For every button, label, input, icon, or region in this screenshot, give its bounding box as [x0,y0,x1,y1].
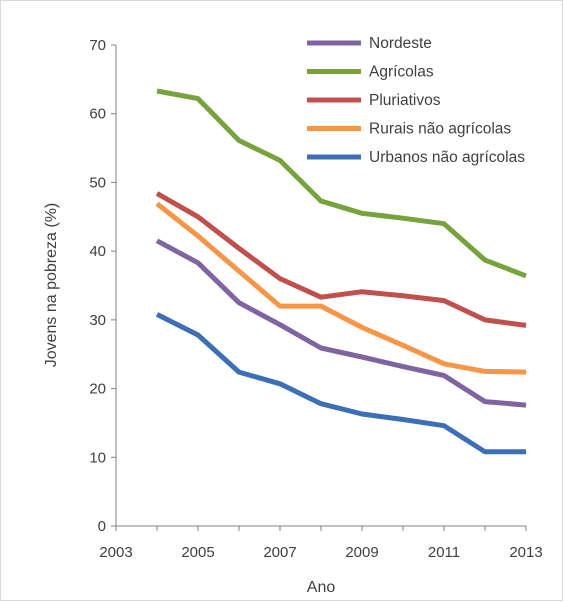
legend: Nordeste Agrícolas Pluriativos Rurais não a… [307,35,525,166]
legend-label: Rurais não agrícolas [369,121,511,138]
x-tick-label: 2011 [428,544,460,561]
y-tick-label: 20 [89,381,106,398]
y-tick-label: 30 [89,312,106,329]
series-line-5 [155,312,526,455]
y-tick-label: 60 [89,106,106,123]
axes: 0 10 20 30 40 50 60 70 2003 2005 2007 2009 2011 2013 [89,37,542,561]
x-axis-title: Ano [307,579,336,596]
series-line-2 [156,88,527,279]
legend-label: Urbanos não agrícolas [369,149,525,166]
x-tick-label: 2005 [181,544,214,561]
series-lines [155,88,527,455]
series-line-3 [155,191,527,328]
series-line-1 [155,238,527,408]
y-tick-label: 40 [89,243,106,260]
x-tick-label: 2007 [263,544,296,561]
legend-label: Nordeste [369,35,432,52]
x-tick-label: 2003 [99,544,132,561]
x-tick-label: 2009 [345,544,378,561]
series-line-4 [155,201,527,375]
x-tick-label: 2013 [509,544,542,561]
legend-label: Agrícolas [369,64,434,81]
y-tick-label: 10 [89,449,106,466]
legend-label: Pluriativos [369,92,441,109]
y-tick-label: 0 [98,518,106,535]
y-tick-label: 50 [89,174,106,191]
y-axis-title: Jovens na pobreza (%) [43,203,60,368]
y-tick-label: 70 [89,37,106,54]
